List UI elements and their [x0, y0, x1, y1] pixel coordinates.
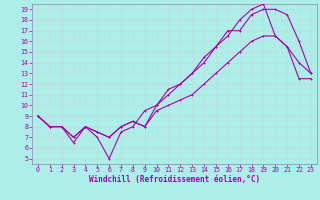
X-axis label: Windchill (Refroidissement éolien,°C): Windchill (Refroidissement éolien,°C) — [89, 175, 260, 184]
